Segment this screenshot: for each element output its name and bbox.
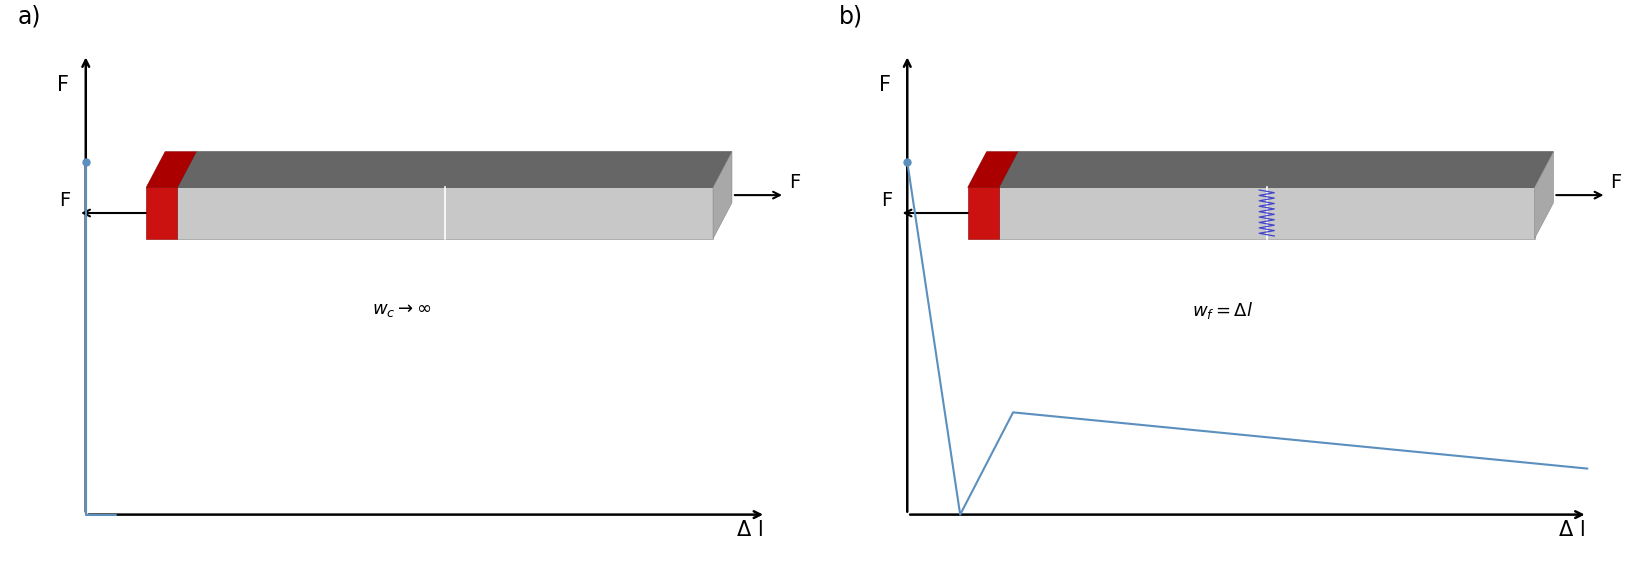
Text: a): a) [18, 5, 41, 29]
Text: b): b) [840, 5, 863, 29]
Text: F: F [58, 75, 69, 95]
Text: Δ l: Δ l [1559, 520, 1585, 540]
Polygon shape [968, 152, 1017, 187]
Text: F: F [1610, 173, 1622, 192]
Polygon shape [999, 187, 1535, 239]
Text: $w_f = \Delta l$: $w_f = \Delta l$ [1193, 300, 1254, 320]
Polygon shape [999, 152, 1553, 187]
Text: Δ l: Δ l [738, 520, 764, 540]
Polygon shape [968, 187, 999, 239]
Text: F: F [879, 75, 891, 95]
Polygon shape [146, 187, 177, 239]
Polygon shape [1535, 152, 1553, 239]
Polygon shape [177, 187, 713, 239]
Polygon shape [146, 152, 196, 187]
Text: F: F [59, 191, 71, 210]
Text: F: F [789, 173, 800, 192]
Polygon shape [177, 152, 733, 187]
Polygon shape [713, 152, 733, 239]
Text: $w_c\rightarrow\infty$: $w_c\rightarrow\infty$ [371, 301, 430, 319]
Text: F: F [881, 191, 892, 210]
